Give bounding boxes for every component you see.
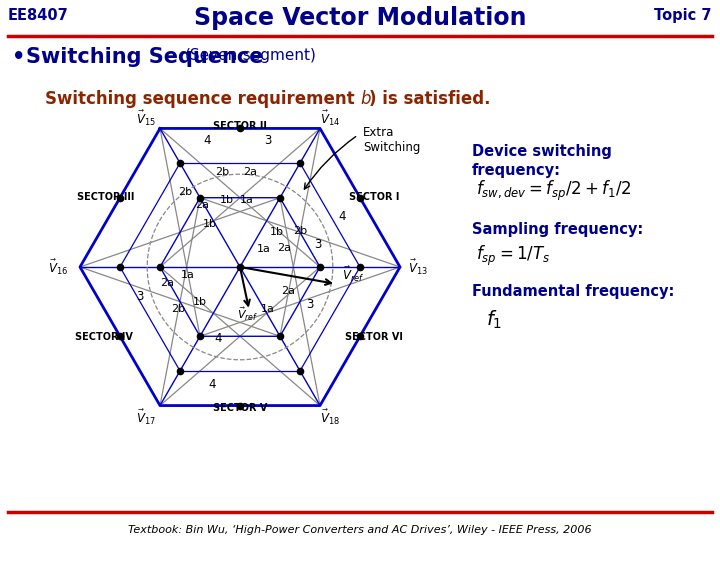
Text: 3: 3 [306,298,314,311]
Text: Textbook: Bin Wu, ‘High-Power Converters and AC Drives’, Wiley - IEEE Press, 200: Textbook: Bin Wu, ‘High-Power Converters… [128,525,592,535]
Text: 3: 3 [136,291,144,303]
Text: 1a: 1a [261,304,275,314]
Text: 2b: 2b [178,187,192,197]
Text: Sampling frequency:: Sampling frequency: [472,222,643,237]
Text: SECTOR II: SECTOR II [213,121,267,131]
Text: 1a: 1a [181,270,195,280]
Text: SECTOR I: SECTOR I [348,192,399,202]
Text: $\vec{V}_{18}$: $\vec{V}_{18}$ [320,408,340,427]
Text: $\vec{V}_{15}$: $\vec{V}_{15}$ [136,109,156,128]
Text: 1a: 1a [257,244,271,254]
Text: Device switching
frequency:: Device switching frequency: [472,144,612,178]
Text: 2a: 2a [160,278,174,288]
Text: 4: 4 [208,378,216,392]
Text: 4: 4 [203,134,211,147]
Text: ) is satisfied.: ) is satisfied. [369,90,490,108]
Text: SECTOR V: SECTOR V [213,403,267,413]
Text: Switching Sequence: Switching Sequence [26,47,264,67]
Text: 2a: 2a [281,286,295,296]
Text: •: • [12,47,25,67]
Text: $\vec{V}_{13}$: $\vec{V}_{13}$ [408,257,428,277]
Text: $\vec{V}_{16}$: $\vec{V}_{16}$ [48,257,68,277]
Text: $\vec{V}_{17}$: $\vec{V}_{17}$ [136,408,156,427]
Text: $f_1$: $f_1$ [486,309,503,332]
Text: 1b: 1b [193,297,207,307]
Text: 3: 3 [264,134,271,147]
Text: 2b: 2b [293,226,307,236]
Text: SECTOR VI: SECTOR VI [345,332,403,342]
Text: SECTOR III: SECTOR III [77,192,135,202]
Text: EE8407: EE8407 [8,8,68,23]
Text: $\vec{V}_{ref}$: $\vec{V}_{ref}$ [237,306,258,323]
Text: 4: 4 [338,211,346,224]
Text: SECTOR IV: SECTOR IV [75,332,133,342]
Text: 2a: 2a [195,200,209,210]
Text: (Seven-segment): (Seven-segment) [185,48,317,63]
Text: 2b: 2b [215,167,229,177]
Text: $f_{sp} = 1/T_s$: $f_{sp} = 1/T_s$ [476,244,550,268]
Text: 1b: 1b [203,219,217,229]
Text: 3: 3 [315,238,322,252]
Text: $\vec{V}_{14}$: $\vec{V}_{14}$ [320,109,340,128]
Text: 1b: 1b [220,195,234,205]
Text: Space Vector Modulation: Space Vector Modulation [194,6,526,30]
Text: 2a: 2a [243,167,257,177]
Text: Fundamental frequency:: Fundamental frequency: [472,284,675,299]
Text: Switching sequence requirement: Switching sequence requirement [45,90,360,108]
Text: $b$: $b$ [360,90,372,108]
Text: 1b: 1b [270,227,284,237]
Text: Extra
Switching: Extra Switching [363,126,420,154]
Text: 2a: 2a [277,243,291,253]
Text: Topic 7: Topic 7 [654,8,712,23]
Text: 1a: 1a [240,195,254,205]
Text: $f_{sw,dev} = f_{sp}/2 + f_1/2$: $f_{sw,dev} = f_{sp}/2 + f_1/2$ [476,179,631,203]
Text: 4: 4 [215,333,222,346]
Text: 2b: 2b [171,304,185,314]
Text: $\vec{V}_{ref}$: $\vec{V}_{ref}$ [342,265,364,284]
